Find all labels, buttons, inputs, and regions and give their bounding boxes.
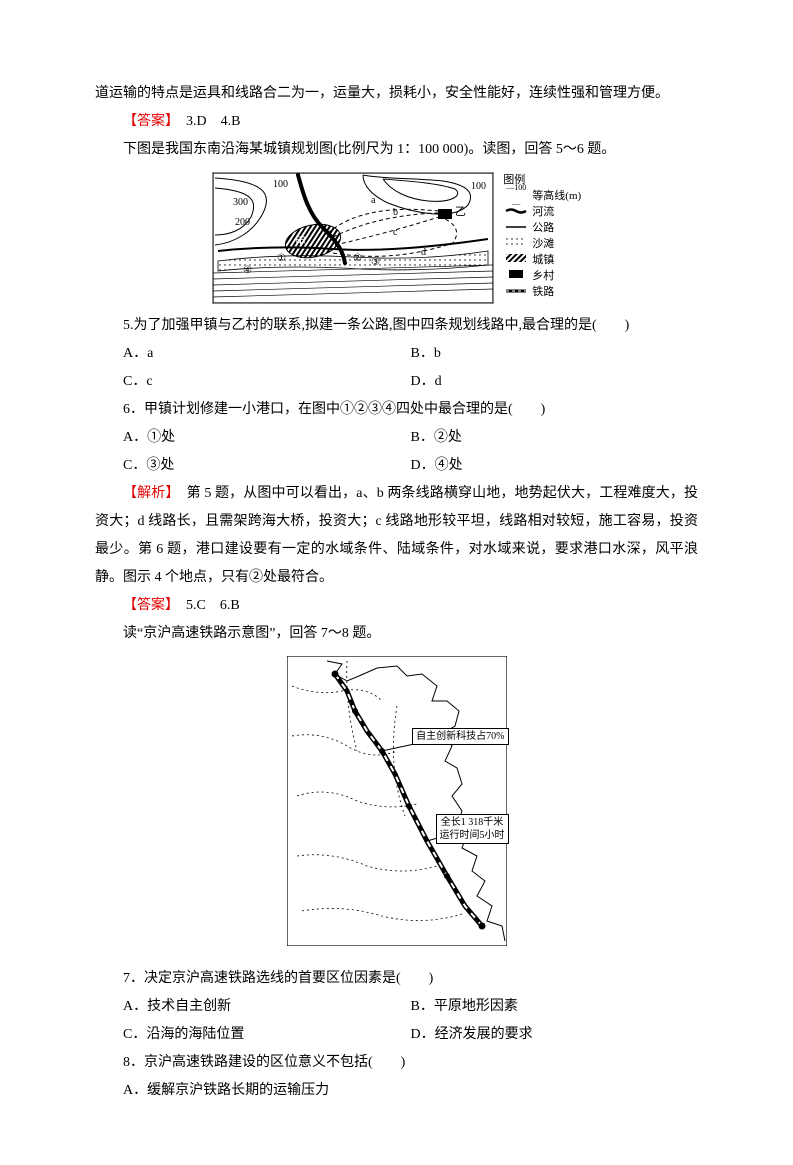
- stem-7-8-intro: 读“京沪高速铁路示意图”，回答 7～8 题。: [95, 620, 698, 648]
- map-legend: 图例 —100—等高线(m) 河流 公路 沙滩 城镇 乡村 铁路: [503, 172, 581, 300]
- q6-opt-b: B．②处: [411, 424, 699, 452]
- q5-opt-b: B．b: [411, 340, 699, 368]
- svg-text:乙: 乙: [455, 205, 466, 218]
- svg-text:③: ③: [371, 257, 380, 268]
- q7-opt-b: B．平原地形因素: [411, 993, 699, 1021]
- q8-stem: 8．京沪高速铁路建设的区位意义不包括( ): [95, 1049, 698, 1077]
- svg-text:d: d: [421, 247, 426, 258]
- stem-5-6-intro: 下图是我国东南沿海某城镇规划图(比例尺为 1：100 000)。读图，回答 5～…: [95, 136, 698, 164]
- explain-5-6: 【解析】 第 5 题，从图中可以看出，a、b 两条线路横穿山地，地势起伏大，工程…: [95, 480, 698, 592]
- q7-opt-d: D．经济发展的要求: [411, 1021, 699, 1049]
- map-svg: 300 200 100 100 甲 乙 a b c d ① ② ③ ④: [213, 173, 493, 303]
- answer-line-1: 【答案】 3.D 4.B: [95, 108, 698, 136]
- svg-text:甲: 甲: [295, 236, 306, 248]
- answer56-text: 5.C 6.B: [172, 598, 240, 613]
- svg-text:100: 100: [471, 181, 486, 192]
- explain-text: 第 5 题，从图中可以看出，a、b 两条线路横穿山地，地势起伏大，工程难度大，投…: [95, 486, 698, 585]
- svg-text:100: 100: [273, 179, 288, 190]
- svg-text:b: b: [393, 207, 398, 218]
- rail-map-svg: [287, 656, 507, 946]
- callout-length-b: 运行时间5小时: [440, 829, 505, 842]
- callout-length: 全长1 318千米 运行时间5小时: [436, 814, 509, 844]
- q6-opt-d: D．④处: [411, 452, 699, 480]
- q5-opt-d: D．d: [411, 368, 699, 396]
- q5-opt-c: C．c: [123, 368, 411, 396]
- svg-text:300: 300: [233, 197, 248, 208]
- q6-options: A．①处 B．②处 C．③处 D．④处: [95, 424, 698, 480]
- figure-2-wrap: 自主创新科技占70% 全长1 318千米 运行时间5小时: [95, 656, 698, 957]
- map-figure: 300 200 100 100 甲 乙 a b c d ① ② ③ ④: [212, 172, 494, 304]
- q7-stem: 7．决定京沪高速铁路选线的首要区位因素是( ): [95, 965, 698, 993]
- callout-innovation: 自主创新科技占70%: [412, 728, 508, 745]
- q7-opt-a: A．技术自主创新: [123, 993, 411, 1021]
- svg-text:④: ④: [243, 265, 252, 276]
- q5-stem: 5.为了加强甲镇与乙村的联系,拟建一条公路,图中四条规划线路中,最合理的是( ): [95, 312, 698, 340]
- rail-map-figure: 自主创新科技占70% 全长1 318千米 运行时间5小时: [287, 656, 507, 946]
- svg-text:200: 200: [235, 217, 250, 228]
- q6-stem: 6．甲镇计划修建一小港口，在图中①②③④四处中最合理的是( ): [95, 396, 698, 424]
- figure-1-wrap: 300 200 100 100 甲 乙 a b c d ① ② ③ ④ 图例 —…: [95, 172, 698, 304]
- q6-opt-c: C．③处: [123, 452, 411, 480]
- rail-icon: [503, 281, 529, 303]
- svg-text:②: ②: [353, 253, 362, 264]
- legend-rail: 铁路: [532, 281, 554, 303]
- answer-text: 3.D 4.B: [172, 114, 240, 129]
- q7-options: A．技术自主创新 B．平原地形因素 C．沿海的海陆位置 D．经济发展的要求: [95, 993, 698, 1049]
- callout-length-a: 全长1 318千米: [440, 816, 505, 829]
- q7-opt-c: C．沿海的海陆位置: [123, 1021, 411, 1049]
- q6-opt-a: A．①处: [123, 424, 411, 452]
- q5-opt-a: A．a: [123, 340, 411, 368]
- answer-5-6: 【答案】 5.C 6.B: [95, 592, 698, 620]
- answer-label: 【答案】: [123, 114, 172, 129]
- svg-text:c: c: [393, 227, 398, 238]
- explain-label: 【解析】: [123, 486, 173, 501]
- q5-options: A．a B．b C．c D．d: [95, 340, 698, 396]
- svg-text:a: a: [371, 195, 376, 206]
- svg-text:①: ①: [277, 253, 286, 264]
- q8-opt-a: A．缓解京沪铁路长期的运输压力: [95, 1077, 698, 1105]
- paragraph-continuation: 道运输的特点是运具和线路合二为一，运量大，损耗小，安全性能好，连续性强和管理方便…: [95, 80, 698, 108]
- answer56-label: 【答案】: [123, 598, 172, 613]
